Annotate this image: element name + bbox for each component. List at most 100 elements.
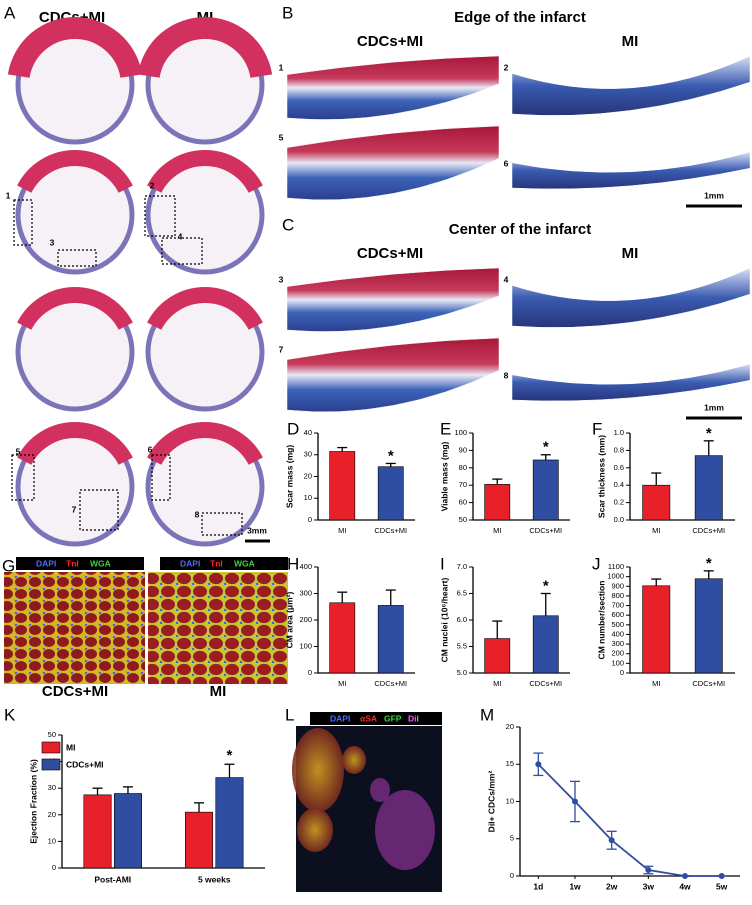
x-tick-label: 1w bbox=[569, 881, 581, 891]
region-box bbox=[151, 454, 171, 501]
y-tick-label: 0 bbox=[620, 668, 624, 677]
y-tick-label: 10 bbox=[506, 796, 514, 805]
column-title: MI bbox=[622, 33, 639, 50]
bar bbox=[694, 578, 723, 674]
data-point bbox=[572, 798, 578, 805]
legend-swatch bbox=[41, 758, 61, 771]
y-tick-label: 0 bbox=[308, 515, 312, 524]
scar-tissue bbox=[17, 150, 133, 194]
legend-label: CDCs+MI bbox=[66, 759, 104, 769]
x-tick-label: 2w bbox=[606, 881, 618, 891]
image-label: 2 bbox=[504, 62, 509, 72]
y-tick-label: 30 bbox=[304, 450, 312, 459]
y-tick-label: 50 bbox=[48, 730, 56, 739]
bar bbox=[642, 484, 671, 521]
x-tick-label: 5w bbox=[716, 881, 728, 891]
x-tick-label: 1d bbox=[533, 881, 543, 891]
y-axis-label: Ejection Fraction (%) bbox=[28, 759, 38, 844]
panel-letter: I bbox=[440, 554, 445, 573]
y-tick-label: 50 bbox=[459, 515, 467, 524]
y-tick-label: 80 bbox=[459, 463, 467, 472]
stain-legend bbox=[160, 557, 288, 570]
caption: CDCs+MI bbox=[42, 683, 108, 700]
y-tick-label: 0 bbox=[52, 863, 56, 872]
stain-label: DAPI bbox=[180, 558, 200, 568]
bar bbox=[185, 811, 214, 869]
y-tick-label: 30 bbox=[48, 783, 56, 792]
scar-tissue bbox=[17, 287, 133, 331]
stain-label: WGA bbox=[90, 558, 111, 568]
y-axis-label: Scar mass (mg) bbox=[284, 445, 294, 508]
bar bbox=[484, 638, 511, 674]
y-tick-label: 6.5 bbox=[457, 588, 467, 597]
y-axis-label: DiI+ CDCs/mm² bbox=[486, 771, 496, 833]
stain-label: DAPI bbox=[36, 558, 56, 568]
panel-title: Edge of the infarct bbox=[454, 9, 586, 26]
scar-tissue bbox=[147, 150, 263, 194]
y-axis-label: CM nuclei (10⁶/heart) bbox=[439, 577, 449, 662]
dii-signal bbox=[370, 778, 390, 802]
data-point bbox=[608, 837, 615, 844]
y-tick-label: 90 bbox=[459, 445, 467, 454]
scale-label: 1mm bbox=[704, 402, 724, 412]
significance-mark: * bbox=[543, 577, 549, 594]
image-label: 6 bbox=[504, 158, 509, 168]
data-point bbox=[645, 867, 652, 874]
data-point bbox=[718, 873, 725, 879]
data-point bbox=[535, 761, 542, 768]
y-tick-label: 0 bbox=[510, 871, 514, 880]
panel-letter: K bbox=[4, 705, 16, 724]
bar bbox=[694, 455, 723, 521]
x-tick-label: MI bbox=[652, 679, 660, 688]
data-line bbox=[537, 763, 722, 877]
y-tick-label: 0.4 bbox=[614, 480, 624, 489]
panel-letter: B bbox=[282, 3, 293, 22]
histology-image bbox=[511, 267, 751, 328]
histology-image bbox=[286, 337, 500, 413]
panel-letter: G bbox=[2, 556, 15, 575]
x-tick-label: CDCs+MI bbox=[529, 526, 562, 535]
y-tick-label: 10 bbox=[304, 493, 312, 502]
y-tick-label: 0 bbox=[308, 668, 312, 677]
y-tick-label: 500 bbox=[611, 620, 624, 629]
scar-tissue bbox=[17, 422, 133, 466]
significance-mark: * bbox=[227, 747, 233, 764]
x-tick-label: CDCs+MI bbox=[692, 526, 725, 535]
histology-image bbox=[286, 55, 500, 120]
region-box bbox=[13, 199, 33, 246]
y-tick-label: 5 bbox=[510, 834, 514, 843]
bar bbox=[83, 794, 112, 869]
dii-signal bbox=[375, 790, 435, 870]
panel-letter: E bbox=[440, 419, 451, 438]
y-tick-label: 70 bbox=[459, 480, 467, 489]
region-box bbox=[79, 489, 119, 531]
region-label: 7 bbox=[72, 504, 77, 514]
y-tick-label: 100 bbox=[454, 428, 467, 437]
y-tick-label: 300 bbox=[611, 639, 624, 648]
region-box bbox=[11, 454, 35, 501]
y-axis-label: CM number/section bbox=[596, 581, 606, 660]
y-tick-label: 800 bbox=[611, 591, 624, 600]
region-box bbox=[57, 249, 97, 267]
stain-label: GFP bbox=[384, 713, 402, 723]
x-tick-label: MI bbox=[652, 526, 660, 535]
region-box bbox=[201, 512, 243, 536]
significance-mark: * bbox=[706, 555, 712, 572]
histology-image bbox=[286, 125, 500, 201]
panel-letter: F bbox=[592, 419, 602, 438]
image-label: 8 bbox=[504, 370, 509, 380]
y-tick-label: 20 bbox=[48, 810, 56, 819]
region-label: 4 bbox=[178, 231, 183, 241]
panel-letter: C bbox=[282, 215, 294, 234]
panel-letter: J bbox=[592, 554, 601, 573]
y-tick-label: 600 bbox=[611, 610, 624, 619]
column-title: MI bbox=[622, 245, 639, 262]
region-box bbox=[161, 237, 203, 265]
y-tick-label: 5.5 bbox=[457, 641, 467, 650]
y-axis-label: Scar thickness (mm) bbox=[596, 435, 606, 518]
image-label: 7 bbox=[279, 344, 284, 354]
stain-label: DAPI bbox=[330, 713, 350, 723]
y-tick-label: 300 bbox=[299, 588, 312, 597]
bar bbox=[642, 585, 671, 674]
